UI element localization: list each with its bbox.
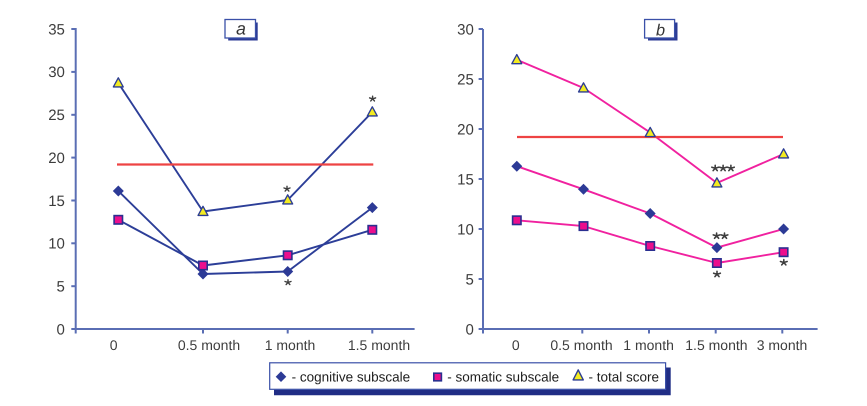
svg-text:- cognitive subscale: - cognitive subscale xyxy=(292,370,411,385)
svg-text:30: 30 xyxy=(48,64,65,81)
svg-text:15: 15 xyxy=(457,171,474,188)
svg-text:5: 5 xyxy=(465,271,473,288)
svg-text:1 month: 1 month xyxy=(265,337,316,353)
svg-text:1 month: 1 month xyxy=(623,337,674,353)
svg-text:30: 30 xyxy=(457,21,474,38)
svg-text:3 month: 3 month xyxy=(757,337,808,353)
svg-text:35: 35 xyxy=(48,21,65,38)
svg-text:20: 20 xyxy=(48,150,65,167)
svg-text:0.5 month: 0.5 month xyxy=(550,337,612,353)
svg-text:0: 0 xyxy=(57,321,65,338)
svg-text:5: 5 xyxy=(57,279,65,296)
svg-text:25: 25 xyxy=(48,107,65,124)
svg-text:0: 0 xyxy=(465,321,473,338)
svg-text:20: 20 xyxy=(457,121,474,138)
svg-text:1.5 month: 1.5 month xyxy=(685,337,747,353)
svg-text:15: 15 xyxy=(48,193,65,210)
svg-text:- total score: - total score xyxy=(589,370,660,385)
svg-text:a: a xyxy=(236,18,246,38)
svg-text:0: 0 xyxy=(110,337,118,353)
svg-text:10: 10 xyxy=(457,221,474,238)
svg-text:1.5 month: 1.5 month xyxy=(348,337,410,353)
svg-text:0: 0 xyxy=(512,337,520,353)
svg-text:10: 10 xyxy=(48,236,65,253)
svg-text:b: b xyxy=(656,21,665,39)
svg-text:25: 25 xyxy=(457,71,474,88)
svg-text:- somatic subscale: - somatic subscale xyxy=(447,370,559,385)
svg-text:0.5 month: 0.5 month xyxy=(178,337,240,353)
